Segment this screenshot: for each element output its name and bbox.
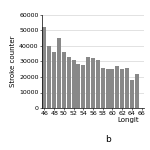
Bar: [91, 58, 95, 108]
Bar: [130, 80, 134, 108]
Bar: [72, 60, 75, 108]
Bar: [67, 57, 71, 108]
Bar: [76, 64, 80, 108]
Bar: [115, 66, 119, 108]
Bar: [101, 68, 105, 108]
Bar: [47, 46, 51, 108]
Bar: [106, 69, 110, 108]
Text: b: b: [105, 135, 111, 144]
Bar: [57, 38, 61, 108]
Bar: [111, 69, 114, 108]
Bar: [52, 52, 56, 108]
Bar: [135, 74, 139, 108]
Bar: [62, 52, 66, 108]
Bar: [125, 68, 129, 108]
Bar: [120, 69, 124, 108]
Text: Longit: Longit: [118, 117, 140, 123]
Bar: [81, 65, 85, 108]
Bar: [96, 60, 100, 108]
Bar: [86, 57, 90, 108]
Bar: [42, 27, 46, 108]
Y-axis label: Stroke counter: Stroke counter: [10, 36, 16, 87]
